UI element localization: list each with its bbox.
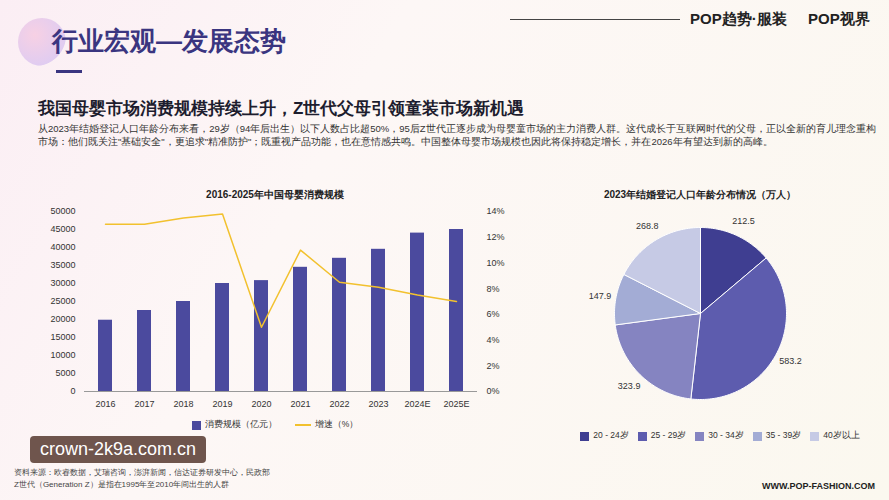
- html-text:消费规模（亿元）: 消费规模（亿元）: [204, 419, 277, 429]
- html-text:我国母婴市场消费规模持续上升，Z世代父母引领童装市场新机遇: 我国母婴市场消费规模持续上升，Z世代父母引领童装市场新机遇: [38, 99, 525, 118]
- html-text:20 - 24岁: 20 - 24岁: [593, 430, 629, 440]
- svg-text:10%: 10%: [487, 258, 505, 268]
- svg-text:2022: 2022: [329, 399, 349, 409]
- svg-text:0: 0: [70, 386, 75, 396]
- html-text:WWW.POP-FASHION.COM: WWW.POP-FASHION.COM: [762, 481, 875, 491]
- svg-text:6%: 6%: [487, 309, 500, 319]
- svg-text:10000: 10000: [50, 350, 75, 360]
- svg-text:147.9: 147.9: [589, 291, 612, 301]
- html-text:25 - 29岁: 25 - 29岁: [650, 430, 687, 440]
- svg-text:25000: 25000: [50, 296, 75, 306]
- svg-text:2024E: 2024E: [404, 399, 430, 409]
- svg-text:2016: 2016: [95, 399, 115, 409]
- svg-text:8%: 8%: [487, 284, 500, 294]
- svg-text:12%: 12%: [487, 232, 505, 242]
- svg-text:30000: 30000: [50, 278, 75, 288]
- svg-text:2021: 2021: [290, 399, 310, 409]
- html-text:2023年结婚登记人口年龄分布情况（万人）: 2023年结婚登记人口年龄分布情况（万人）: [603, 189, 797, 200]
- svg-text:20000: 20000: [50, 314, 75, 324]
- html-text:POP视界: POP视界: [808, 10, 870, 27]
- html-text:POP趋势·服装: POP趋势·服装: [690, 10, 787, 27]
- svg-text:5000: 5000: [55, 368, 75, 378]
- svg-text:50000: 50000: [50, 206, 75, 216]
- svg-text:4%: 4%: [487, 335, 500, 345]
- svg-text:212.5: 212.5: [732, 216, 755, 226]
- svg-text:2017: 2017: [134, 399, 154, 409]
- svg-text:2020: 2020: [251, 399, 271, 409]
- svg-text:323.9: 323.9: [618, 381, 641, 391]
- html-text:40岁以上: 40岁以上: [823, 430, 860, 440]
- html-text:资料来源：欧睿数据，艾瑞咨询，澎湃新闻，信达证券研发中心，民: 资料来源：欧睿数据，艾瑞咨询，澎湃新闻，信达证券研发中心，民政部: [14, 468, 270, 477]
- svg-text:15000: 15000: [50, 332, 75, 342]
- svg-text:2019: 2019: [212, 399, 232, 409]
- svg-text:40000: 40000: [50, 242, 75, 252]
- svg-text:45000: 45000: [50, 224, 75, 234]
- svg-text:0%: 0%: [487, 386, 500, 396]
- html-text:30 - 34岁: 30 - 34岁: [708, 430, 744, 440]
- svg-text:2018: 2018: [173, 399, 193, 409]
- html-text:crown-2k9a.com.cn: crown-2k9a.com.cn: [40, 439, 197, 459]
- html-text:增速（%）: 增速（%）: [314, 419, 359, 429]
- svg-text:2%: 2%: [487, 361, 500, 371]
- svg-text:2023: 2023: [368, 399, 388, 409]
- svg-text:35000: 35000: [50, 260, 75, 270]
- html-text:Z世代（Generation Z）是指在1995年至2010: Z世代（Generation Z）是指在1995年至2010年间出生的人群: [14, 480, 230, 489]
- html-text:从2023年结婚登记人口年龄分布来看，29岁（94年后出生）: 从2023年结婚登记人口年龄分布来看，29岁（94年后出生）以下人数占比超50%…: [38, 123, 876, 147]
- svg-text:268.8: 268.8: [636, 221, 659, 231]
- svg-text:2025E: 2025E: [443, 399, 469, 409]
- svg-text:583.2: 583.2: [779, 356, 802, 366]
- html-text:2016-2025年中国母婴消费规模: 2016-2025年中国母婴消费规模: [206, 189, 344, 200]
- svg-text:14%: 14%: [487, 206, 505, 216]
- html-text:行业宏观—发展态势: 行业宏观—发展态势: [52, 26, 286, 56]
- html-text:35 - 39岁: 35 - 39岁: [765, 430, 802, 440]
